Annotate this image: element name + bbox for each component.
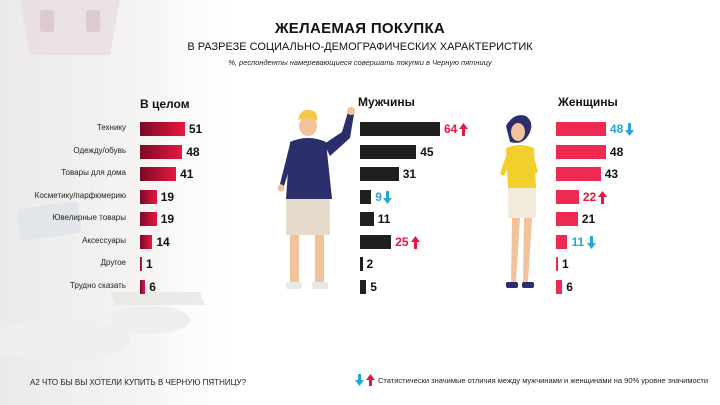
- value-label-men: 5: [370, 279, 377, 294]
- value-label-women: 1: [562, 257, 569, 271]
- value-label-overall: 14: [156, 234, 170, 249]
- value-label-men: 11: [377, 212, 391, 226]
- bar-overall: [140, 257, 142, 271]
- category-label: Косметику/парфюмерию: [34, 190, 126, 200]
- bar-women: [556, 167, 601, 181]
- category-label: Товары для дома: [61, 168, 126, 177]
- arrow-up-icon: [410, 235, 420, 249]
- bar-women: [556, 257, 558, 271]
- footer-question: A2 ЧТО БЫ ВЫ ХОТЕЛИ КУПИТЬ В ЧЕРНУЮ ПЯТН…: [30, 378, 247, 387]
- value-label-women: 48: [609, 144, 624, 159]
- value-label-overall: 48: [186, 144, 200, 159]
- arrow-up-icon: [459, 123, 469, 136]
- value-label-men: 25: [395, 234, 409, 249]
- value-label-women: 11: [571, 234, 585, 249]
- bar-women: [556, 189, 579, 204]
- bar-men: [360, 189, 372, 204]
- bar-men: [360, 167, 399, 181]
- category-label: Одежду/обувь: [73, 145, 126, 155]
- bar-men: [360, 212, 374, 226]
- bar-overall: [140, 234, 153, 249]
- value-label-overall: 1: [146, 257, 153, 271]
- bar-overall: [140, 122, 185, 136]
- bar-overall: [140, 167, 177, 181]
- series-header-men: Мужчины: [358, 95, 415, 109]
- value-label-men: 64: [444, 122, 458, 136]
- category-label: Технику: [96, 123, 126, 132]
- value-label-men: 31: [402, 167, 417, 181]
- value-label-women: 43: [604, 167, 619, 181]
- category-label: Трудно сказать: [69, 280, 126, 290]
- value-label-overall: 19: [160, 189, 175, 204]
- bar-overall: [140, 144, 183, 159]
- bar-women: [556, 122, 606, 136]
- arrow-down-icon: [625, 123, 635, 136]
- arrow-down-icon: [383, 190, 393, 204]
- bar-women: [556, 144, 606, 159]
- bar-women: [556, 234, 568, 249]
- bar-women: [556, 279, 563, 294]
- page-title: ЖЕЛАЕМАЯ ПОКУПКА: [274, 20, 446, 37]
- value-label-overall: 41: [180, 167, 194, 181]
- bar-overall: [140, 212, 157, 226]
- value-label-women: 48: [609, 122, 624, 136]
- value-label-overall: 19: [160, 212, 175, 226]
- series-header-overall: В целом: [140, 97, 190, 111]
- value-label-overall: 51: [188, 122, 203, 136]
- value-label-women: 22: [582, 189, 597, 204]
- series-header-women: Женщины: [558, 95, 618, 109]
- bar-men: [360, 279, 367, 294]
- category-label: Другое: [100, 258, 126, 267]
- value-label-men: 2: [366, 257, 374, 271]
- category-label: Ювелирные товары: [52, 213, 126, 222]
- value-label-men: 9: [375, 189, 382, 204]
- man-illustration: [277, 107, 355, 289]
- bar-overall: [140, 279, 146, 294]
- value-label-overall: 6: [149, 279, 156, 294]
- significance-legend-icon: [355, 374, 375, 386]
- bar-men: [360, 122, 440, 136]
- woman-illustration: [500, 115, 538, 288]
- bar-overall: [140, 189, 157, 204]
- bar-men: [360, 257, 363, 271]
- arrow-up-icon: [598, 190, 608, 204]
- bar-women: [556, 212, 578, 226]
- page-subtitle: В РАЗРЕЗЕ СОЦИАЛЬНО-ДЕМОГРАФИЧЕСКИХ ХАРА…: [187, 41, 533, 53]
- category-label: Аксессуары: [82, 235, 126, 245]
- footer-legend: Статистически значимые отличия между муж…: [378, 376, 709, 385]
- arrow-down-icon: [586, 235, 596, 249]
- value-label-women: 21: [581, 212, 596, 226]
- value-label-women: 6: [566, 279, 573, 294]
- bar-men: [360, 234, 392, 249]
- bar-men: [360, 144, 417, 159]
- page-note: %, респонденты намеревающиеся совершать …: [228, 58, 492, 67]
- value-label-men: 45: [420, 144, 434, 159]
